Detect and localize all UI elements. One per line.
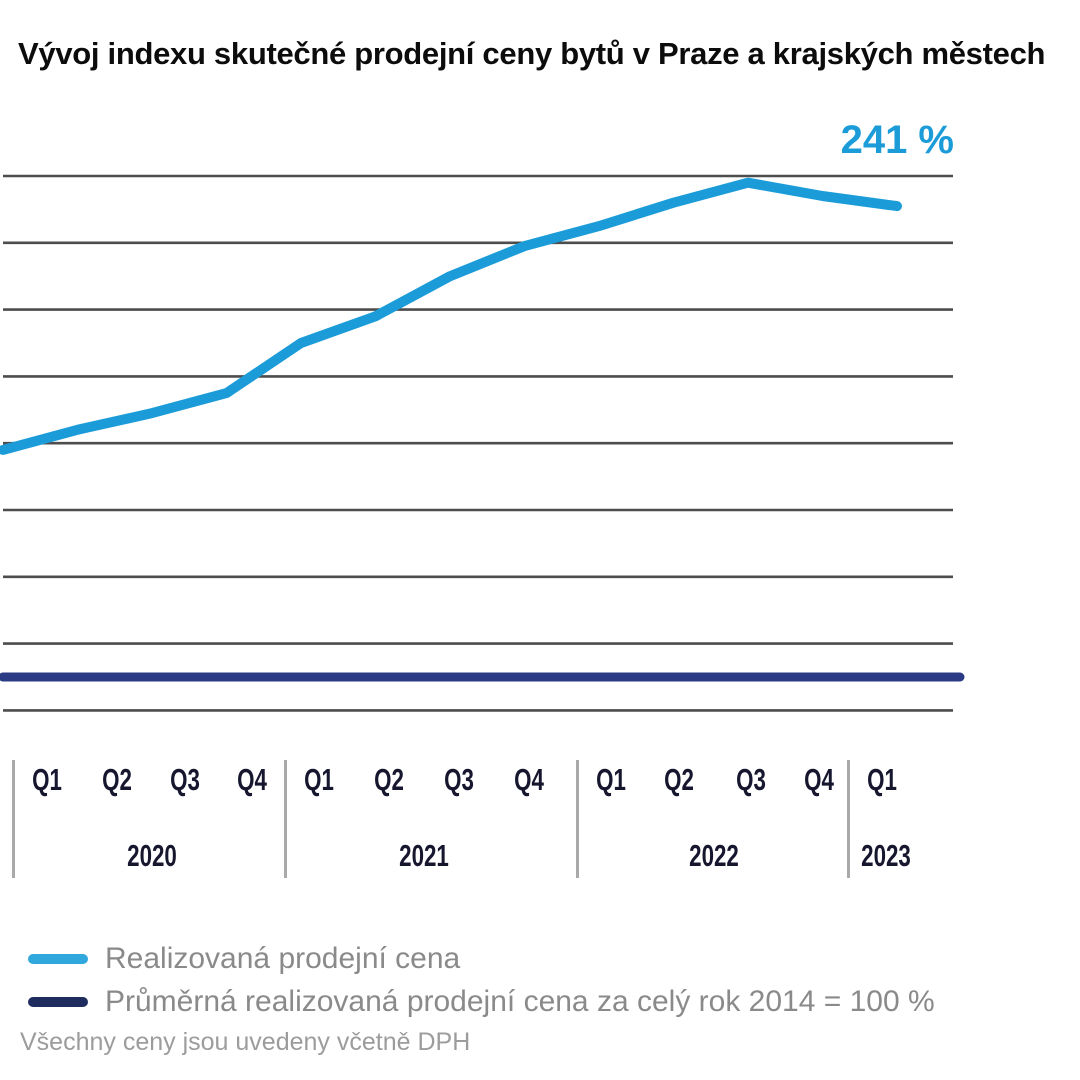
legend: Realizovaná prodejní cena Průměrná reali… (20, 942, 1058, 1057)
quarter-tick-label: Q1 (304, 762, 334, 797)
year-separator (12, 760, 15, 878)
year-tick-label: 2021 (399, 838, 449, 873)
quarter-tick-label: Q1 (867, 762, 897, 797)
legend-swatch-realized-price (28, 954, 88, 964)
year-separator (284, 760, 287, 878)
quarter-tick-label: Q2 (664, 762, 694, 797)
quarter-tick-label: Q4 (514, 762, 544, 797)
year-tick-label: 2022 (689, 838, 739, 873)
year-tick-label: 2023 (861, 838, 911, 873)
latest-value-label: 241 % (840, 118, 954, 162)
quarter-tick-label: Q1 (596, 762, 626, 797)
year-tick-label: 2020 (127, 838, 177, 873)
legend-item-realized-price: Realizovaná prodejní cena (28, 942, 1058, 976)
quarter-tick-label: Q3 (736, 762, 766, 797)
price-index-line-chart (0, 174, 965, 712)
quarter-tick-label: Q3 (444, 762, 474, 797)
quarter-tick-label: Q3 (170, 762, 200, 797)
year-separator (576, 760, 579, 878)
chart-title: Vývoj indexu skutečné prodejní ceny bytů… (18, 36, 1046, 71)
legend-label-baseline: Průměrná realizovaná prodejní cena za ce… (105, 985, 935, 1018)
quarter-tick-label: Q2 (374, 762, 404, 797)
quarter-tick-label: Q1 (32, 762, 62, 797)
legend-swatch-baseline (28, 997, 88, 1007)
legend-item-baseline: Průměrná realizovaná prodejní cena za ce… (28, 985, 1058, 1019)
quarter-tick-label: Q4 (237, 762, 267, 797)
legend-label-realized-price: Realizovaná prodejní cena (105, 942, 461, 975)
year-separator (847, 760, 850, 878)
quarter-tick-label: Q4 (804, 762, 834, 797)
realized-price-line (0, 177, 902, 455)
quarter-tick-label: Q2 (102, 762, 132, 797)
vat-footnote: Všechny ceny jsou uvedeny včetně DPH (20, 1028, 471, 1056)
